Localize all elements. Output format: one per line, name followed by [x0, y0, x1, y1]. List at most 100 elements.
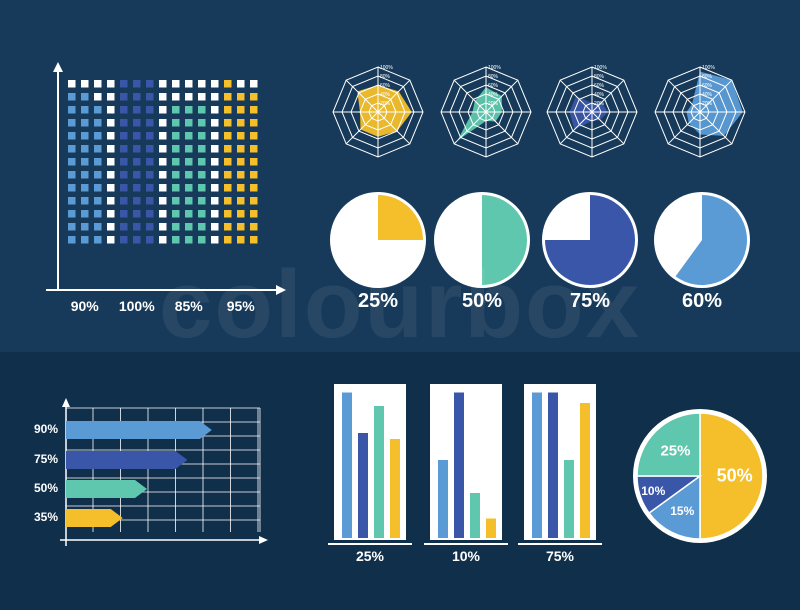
waffle-cell: [211, 236, 219, 244]
waffle-cell: [133, 119, 141, 127]
radar-axis-label: 80%: [594, 74, 605, 80]
radar-axis-label: 40%: [488, 92, 499, 98]
waffle-cell: [120, 132, 128, 140]
waffle-cell: [146, 93, 154, 101]
waffle-cell: [224, 132, 232, 140]
pie-percent-label: 50%: [461, 290, 503, 312]
radar-axis-label: 20%: [594, 101, 605, 107]
waffle-cell: [81, 184, 89, 192]
waffle-cell: [237, 145, 245, 153]
hbar-category-label: 35%: [34, 510, 59, 524]
waffle-cell: [107, 80, 115, 88]
waffle-cell: [185, 145, 193, 153]
hbar-arrow: [66, 509, 123, 527]
waffle-cell: [211, 93, 219, 101]
waffle-cell: [159, 223, 167, 231]
waffle-cell: [198, 80, 206, 88]
waffle-cell: [198, 223, 206, 231]
waffle-cell: [250, 106, 258, 114]
waffle-cell: [68, 184, 76, 192]
waffle-cell: [211, 171, 219, 179]
pie-percent-label: 60%: [681, 290, 723, 312]
pie-slice: [482, 195, 527, 285]
waffle-cell: [94, 106, 102, 114]
waffle-cell: [107, 223, 115, 231]
waffle-cell: [146, 184, 154, 192]
waffle-cell: [133, 223, 141, 231]
waffle-cell: [94, 210, 102, 218]
waffle-cell: [237, 197, 245, 205]
radar-spoke: [667, 79, 701, 113]
waffle-category-label: 95%: [226, 298, 255, 314]
radar-axis-label: 20%: [488, 101, 499, 107]
waffle-cell: [159, 132, 167, 140]
radar-axis-label: 60%: [380, 83, 391, 89]
waffle-cell: [198, 236, 206, 244]
waffle-cell: [198, 171, 206, 179]
hbar-arrow: [66, 421, 212, 439]
waffle-cell: [120, 210, 128, 218]
waffle-cell: [198, 210, 206, 218]
radar-axis-label: 60%: [702, 83, 713, 89]
waffle-cell: [81, 80, 89, 88]
waffle-cell: [94, 158, 102, 166]
radar-area: [357, 85, 412, 137]
pie-slice-label: 50%: [716, 465, 753, 486]
pie-slice: [647, 474, 701, 540]
waffle-cell: [224, 171, 232, 179]
waffle-cell: [172, 158, 180, 166]
vbar: [470, 493, 480, 538]
waffle-cell: [198, 132, 206, 140]
waffle-cell: [159, 210, 167, 218]
percentage-pies: [330, 192, 750, 288]
waffle-cell: [68, 145, 76, 153]
waffle-cell: [198, 158, 206, 166]
waffle-cell: [68, 223, 76, 231]
waffle-cell: [250, 223, 258, 231]
waffle-cell: [81, 132, 89, 140]
waffle-cell: [68, 80, 76, 88]
waffle-cell: [172, 106, 180, 114]
waffle-cell: [146, 210, 154, 218]
radar-spoke: [377, 79, 411, 113]
waffle-cell: [211, 80, 219, 88]
waffle-cell: [237, 93, 245, 101]
waffle-cell: [120, 80, 128, 88]
waffle-axes: [46, 62, 286, 295]
waffle-cell: [107, 210, 115, 218]
bar-panel-label: 25%: [355, 548, 385, 564]
radar-spoke: [591, 79, 625, 113]
waffle-cell: [107, 158, 115, 166]
waffle-cell: [68, 236, 76, 244]
waffle-cell: [250, 132, 258, 140]
pie-slice-label: 10%: [641, 484, 666, 499]
waffle-cell: [250, 119, 258, 127]
waffle-cell: [172, 223, 180, 231]
waffle-cell: [68, 197, 76, 205]
waffle-cell: [237, 132, 245, 140]
waffle-cell: [133, 93, 141, 101]
waffle-cell: [198, 93, 206, 101]
waffle-cell: [107, 93, 115, 101]
vbar: [358, 433, 368, 538]
radar-spoke: [345, 111, 379, 145]
waffle-cell: [172, 210, 180, 218]
radar-chart: 100% 80% 60% 40% 20%: [440, 65, 532, 158]
radar-axis-label: 40%: [702, 92, 713, 98]
waffle-cell: [120, 106, 128, 114]
waffle-cell: [120, 158, 128, 166]
waffle-cell: [185, 132, 193, 140]
waffle-cell: [237, 236, 245, 244]
radar-spoke: [591, 111, 625, 145]
waffle-cell: [133, 197, 141, 205]
waffle-cell: [250, 158, 258, 166]
waffle-cell: [81, 236, 89, 244]
watermark: colourbox: [158, 251, 641, 358]
waffle-cell: [198, 197, 206, 205]
waffle-cell: [185, 93, 193, 101]
vbar: [438, 460, 448, 538]
radar-charts: 100% 80% 60% 40% 20% 100% 80% 60% 40% 20% 100% 80% 6…: [332, 65, 746, 158]
hbar-arrow: [66, 480, 147, 498]
waffle-cell: [224, 145, 232, 153]
